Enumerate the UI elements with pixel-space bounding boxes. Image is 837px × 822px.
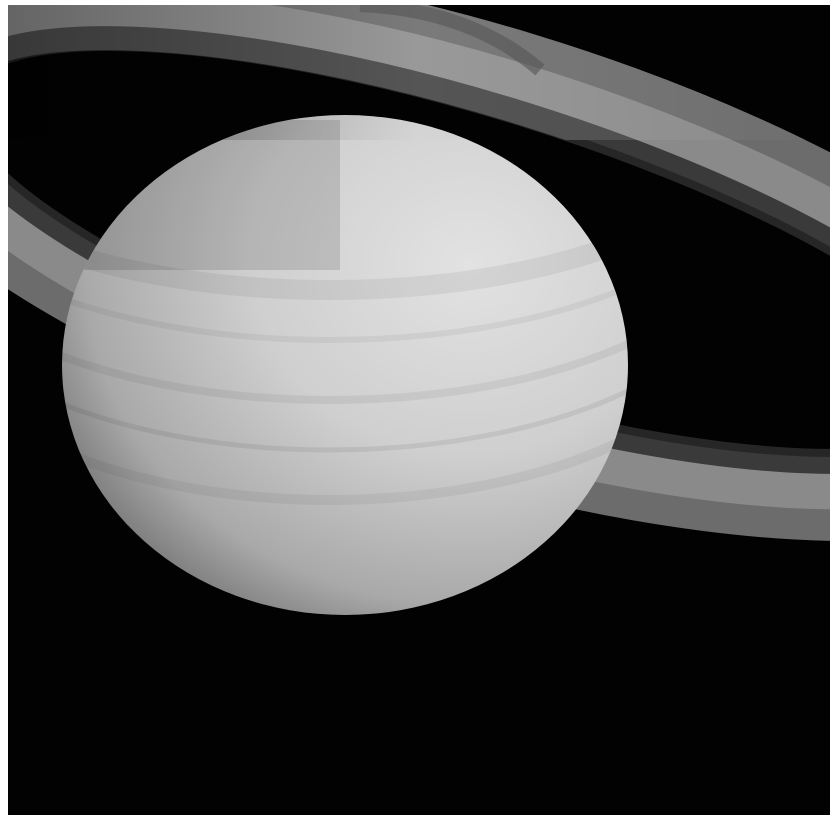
upper-ring-arc <box>359 5 545 76</box>
band <box>62 115 628 343</box>
ring-shading <box>8 5 830 140</box>
band <box>62 115 628 300</box>
band <box>62 115 628 453</box>
band <box>62 115 628 404</box>
band <box>62 115 628 505</box>
planet <box>62 115 628 615</box>
